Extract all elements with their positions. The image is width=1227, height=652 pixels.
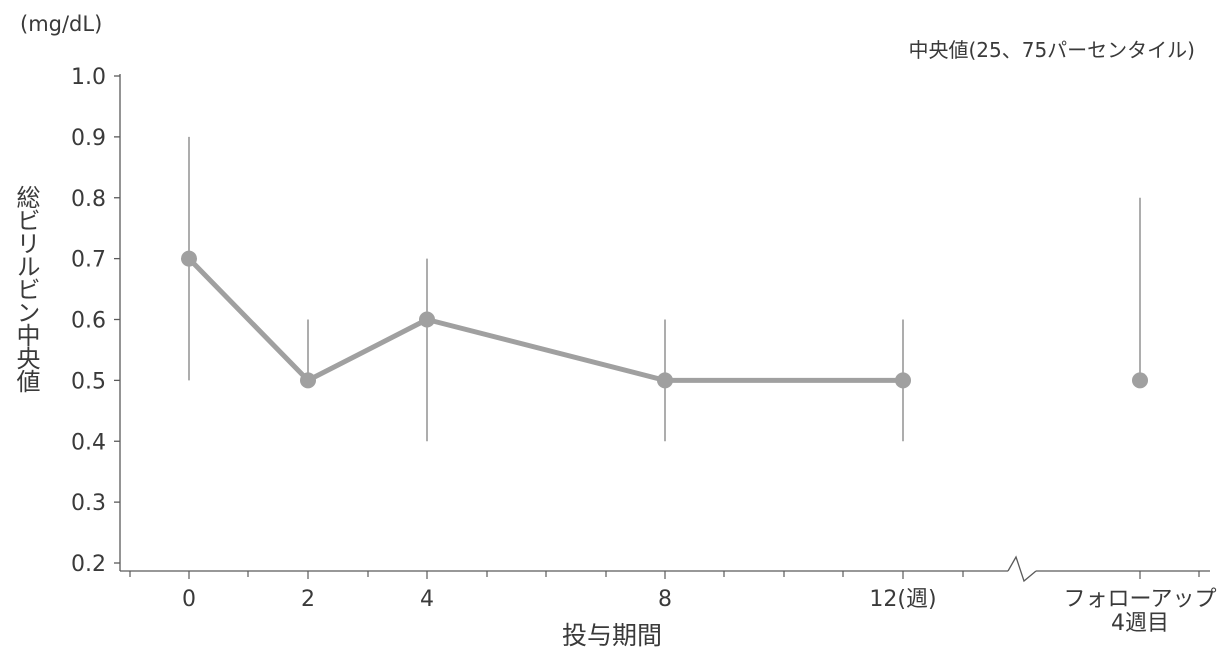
axis-break-mark	[1007, 555, 1037, 583]
median-point	[657, 372, 673, 389]
x-tick-label: フォローアップ 4週目	[1063, 587, 1216, 636]
error-bars	[188, 136, 1141, 442]
x-tick-label: 2	[301, 587, 315, 612]
x-axis-title: 投与期間	[561, 621, 663, 650]
x-tick-label: 8	[658, 587, 672, 612]
y-tick-label: 0.8	[71, 187, 106, 212]
median-line	[187, 256, 903, 383]
median-point	[181, 250, 197, 267]
y-axis-title: 総ビリルビン中央値	[12, 185, 40, 392]
y-tick-label: 0.5	[71, 369, 106, 394]
series-lines	[187, 256, 903, 383]
x-tick-label-line: フォローアップ	[1063, 587, 1216, 612]
x-tick-label: 12(週)	[869, 587, 936, 612]
x-tick-label: 0	[182, 587, 196, 612]
median-point	[300, 372, 316, 389]
x-tick-label: 4	[420, 587, 434, 612]
y-tick-label: 0.2	[71, 552, 106, 577]
y-tick-label: 0.6	[71, 309, 106, 334]
median-point	[895, 372, 911, 389]
chart-legend: 中央値(25、75パーセンタイル)	[908, 38, 1195, 62]
tick-labels: 0.2 0.3 0.4 0.5 0.6 0.7 0.8 0.9 1.0 0 2 4 8 12(週) フォロー…	[71, 65, 1217, 636]
y-tick-label: 1.0	[71, 65, 106, 90]
y-tick-label: 0.7	[71, 248, 106, 273]
median-point	[1132, 372, 1148, 389]
y-tick-label: 0.9	[71, 126, 106, 151]
median-point	[419, 311, 435, 328]
y-tick-label: 0.3	[71, 491, 106, 516]
x-tick-label-line: 4週目	[1111, 611, 1169, 636]
axes	[114, 74, 1210, 583]
y-unit-label: (mg/dL)	[20, 12, 103, 36]
data-points	[181, 250, 1148, 389]
y-tick-label: 0.4	[71, 430, 106, 455]
